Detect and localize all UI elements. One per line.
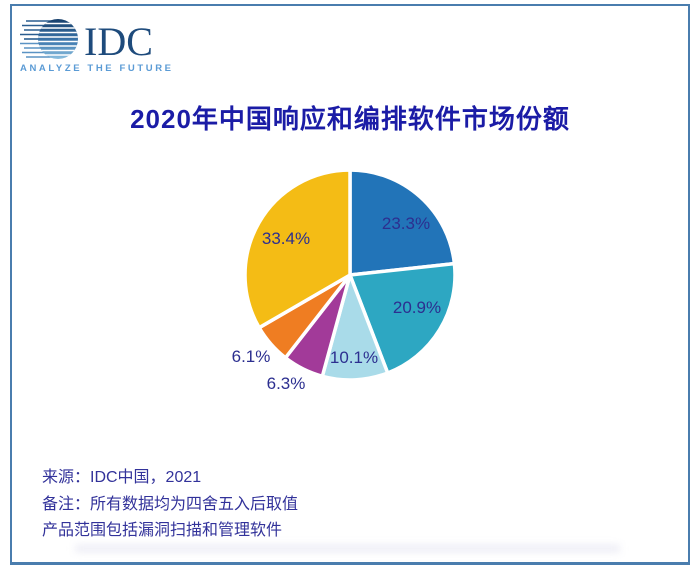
idc-wordmark: IDC [84,19,153,64]
pie-chart [229,154,471,396]
footer-note: 备注：所有数据均为四舍五入后取值 [42,495,299,513]
slice-label: 10.1% [329,348,379,367]
pie-slice-1 [348,261,457,375]
pie-chart-svg [243,168,457,382]
slice-label: 6.3% [266,374,306,393]
footer: 来源：IDC中国，2021 备注：所有数据均为四舍五入后取值 产品范围包括漏洞扫… [42,465,298,545]
idc-globe-icon: IDC ANALYZE THE FUTURE [20,19,174,74]
slice-label: 20.9% [392,298,442,317]
slice-label: 33.4% [261,229,311,248]
idc-tagline: ANALYZE THE FUTURE [20,63,174,74]
slice-label: 6.1% [231,347,271,366]
slice-label: 23.3% [381,214,431,233]
legend: 盛邦安全 [0,408,700,458]
idc-logo: IDC ANALYZE THE FUTURE [14,13,174,75]
footer-scope: 产品范围包括漏洞扫描和管理软件 [42,522,283,539]
chart-title: 2020年中国响应和编排软件市场份额 [130,104,570,134]
watermark-strip-blurred [75,545,620,552]
pie-slice-5 [243,168,352,330]
footer-source: 来源：IDC中国，2021 [42,469,202,486]
pie-slice-0 [348,168,457,277]
